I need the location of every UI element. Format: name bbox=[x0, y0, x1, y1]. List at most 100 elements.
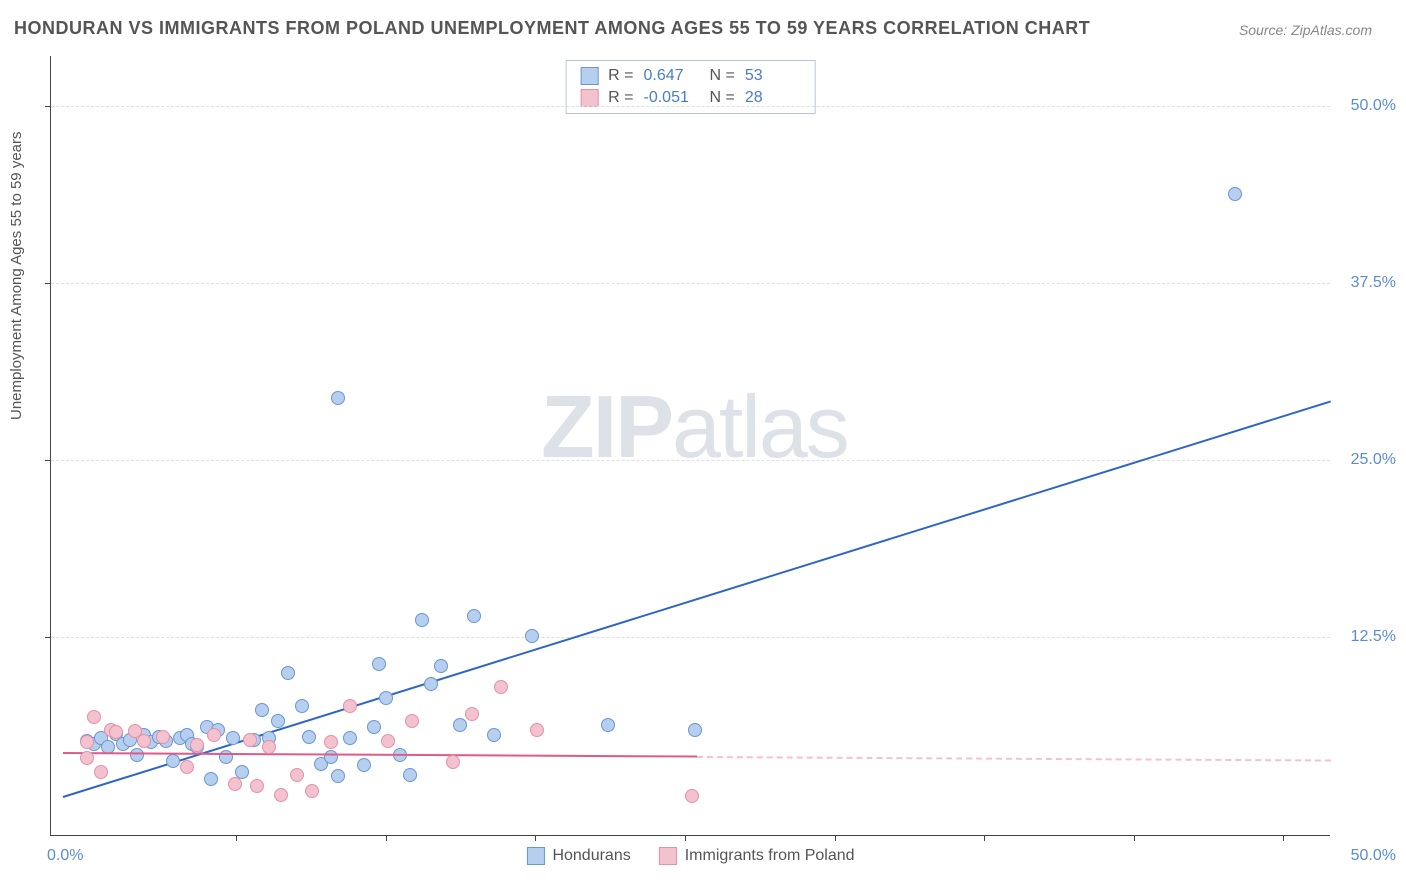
y-tick-mark bbox=[45, 460, 51, 461]
data-point bbox=[137, 734, 151, 748]
data-point bbox=[424, 677, 438, 691]
data-point bbox=[94, 765, 108, 779]
gridline bbox=[51, 637, 1330, 638]
data-point bbox=[271, 714, 285, 728]
data-point bbox=[281, 666, 295, 680]
data-point bbox=[250, 779, 264, 793]
n-value: 28 bbox=[745, 89, 801, 107]
n-label: N = bbox=[710, 67, 735, 85]
x-tick-mark bbox=[386, 835, 387, 841]
legend-label: Immigrants from Poland bbox=[685, 847, 855, 865]
stats-row: R = 0.647 N = 53 bbox=[580, 65, 801, 87]
data-point bbox=[403, 768, 417, 782]
y-tick-label: 25.0% bbox=[1351, 451, 1396, 469]
data-point bbox=[367, 720, 381, 734]
data-point bbox=[130, 748, 144, 762]
trend-line bbox=[63, 752, 697, 758]
r-value: -0.051 bbox=[644, 89, 700, 107]
data-point bbox=[357, 758, 371, 772]
data-point bbox=[601, 718, 615, 732]
y-tick-mark bbox=[45, 637, 51, 638]
data-point bbox=[324, 735, 338, 749]
series-legend: Hondurans Immigrants from Poland bbox=[526, 847, 854, 865]
data-point bbox=[204, 772, 218, 786]
gridline bbox=[51, 283, 1330, 284]
data-point bbox=[219, 750, 233, 764]
data-point bbox=[243, 733, 257, 747]
data-point bbox=[343, 699, 357, 713]
x-tick-mark bbox=[984, 835, 985, 841]
data-point bbox=[190, 738, 204, 752]
x-tick-mark bbox=[835, 835, 836, 841]
r-value: 0.647 bbox=[644, 67, 700, 85]
x-tick-mark bbox=[1134, 835, 1135, 841]
y-tick-label: 37.5% bbox=[1351, 274, 1396, 292]
data-point bbox=[305, 784, 319, 798]
data-point bbox=[415, 613, 429, 627]
x-tick-label-max: 50.0% bbox=[1351, 847, 1396, 865]
data-point bbox=[446, 755, 460, 769]
data-point bbox=[180, 760, 194, 774]
legend-item: Hondurans bbox=[526, 847, 630, 865]
data-point bbox=[405, 714, 419, 728]
data-point bbox=[166, 754, 180, 768]
data-point bbox=[343, 731, 357, 745]
data-point bbox=[453, 718, 467, 732]
legend-swatch bbox=[659, 847, 677, 865]
data-point bbox=[302, 730, 316, 744]
data-point bbox=[434, 659, 448, 673]
data-point bbox=[262, 740, 276, 754]
data-point bbox=[331, 769, 345, 783]
series-swatch bbox=[580, 89, 598, 107]
x-tick-mark bbox=[236, 835, 237, 841]
source-attribution: Source: ZipAtlas.com bbox=[1239, 22, 1372, 38]
data-point bbox=[274, 788, 288, 802]
legend-item: Immigrants from Poland bbox=[659, 847, 855, 865]
legend-swatch bbox=[526, 847, 544, 865]
y-tick-mark bbox=[45, 283, 51, 284]
data-point bbox=[109, 725, 123, 739]
data-point bbox=[688, 723, 702, 737]
data-point bbox=[465, 707, 479, 721]
trend-line-extension bbox=[697, 756, 1331, 762]
x-tick-mark bbox=[1283, 835, 1284, 841]
r-label: R = bbox=[608, 67, 633, 85]
data-point bbox=[295, 699, 309, 713]
data-point bbox=[467, 609, 481, 623]
data-point bbox=[87, 710, 101, 724]
chart-title: HONDURAN VS IMMIGRANTS FROM POLAND UNEMP… bbox=[14, 18, 1090, 39]
data-point bbox=[80, 735, 94, 749]
data-point bbox=[372, 657, 386, 671]
data-point bbox=[331, 391, 345, 405]
data-point bbox=[530, 723, 544, 737]
x-tick-mark bbox=[535, 835, 536, 841]
x-tick-label-min: 0.0% bbox=[47, 847, 83, 865]
y-axis-label: Unemployment Among Ages 55 to 59 years bbox=[8, 131, 25, 420]
scatter-plot-area: ZIPatlas R =0.647N =53R =-0.051N =28 Hon… bbox=[50, 56, 1330, 836]
data-point bbox=[226, 731, 240, 745]
series-swatch bbox=[580, 67, 598, 85]
data-point bbox=[487, 728, 501, 742]
watermark: ZIPatlas bbox=[541, 376, 848, 478]
x-tick-mark bbox=[685, 835, 686, 841]
data-point bbox=[255, 703, 269, 717]
data-point bbox=[228, 777, 242, 791]
y-tick-label: 50.0% bbox=[1351, 97, 1396, 115]
data-point bbox=[207, 728, 221, 742]
data-point bbox=[381, 734, 395, 748]
data-point bbox=[156, 730, 170, 744]
data-point bbox=[685, 789, 699, 803]
n-value: 53 bbox=[745, 67, 801, 85]
legend-label: Hondurans bbox=[552, 847, 630, 865]
data-point bbox=[80, 751, 94, 765]
y-tick-label: 12.5% bbox=[1351, 628, 1396, 646]
data-point bbox=[525, 629, 539, 643]
data-point bbox=[379, 691, 393, 705]
n-label: N = bbox=[710, 89, 735, 107]
r-label: R = bbox=[608, 89, 633, 107]
data-point bbox=[290, 768, 304, 782]
gridline bbox=[51, 106, 1330, 107]
data-point bbox=[324, 750, 338, 764]
y-tick-mark bbox=[45, 106, 51, 107]
data-point bbox=[1228, 187, 1242, 201]
